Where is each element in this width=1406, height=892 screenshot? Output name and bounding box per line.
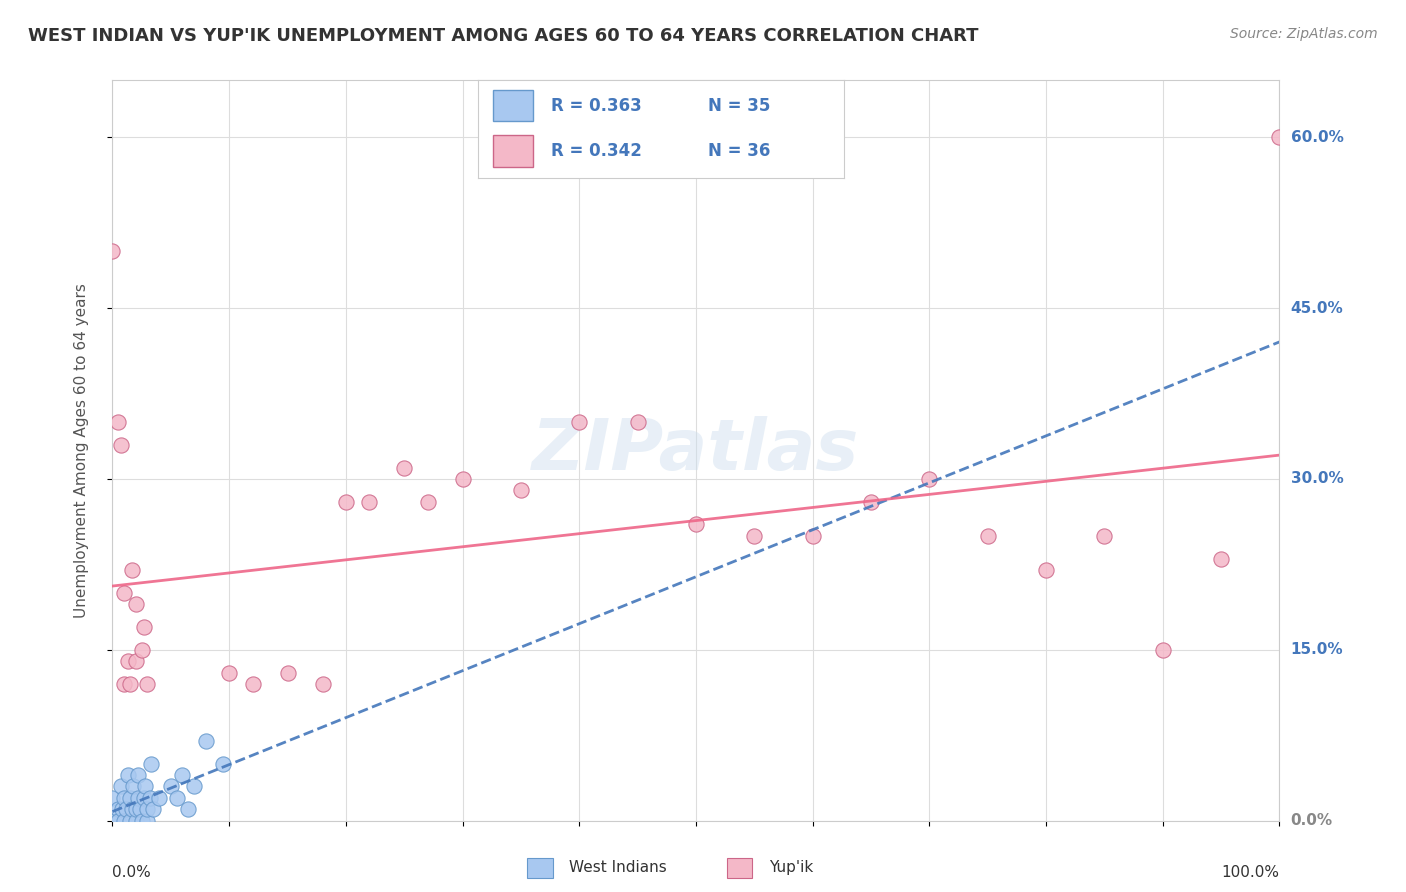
Point — [132, 620, 155, 634]
Point — [117, 654, 139, 668]
Point — [744, 529, 766, 543]
Point — [110, 438, 132, 452]
Text: 45.0%: 45.0% — [1291, 301, 1343, 316]
Text: Source: ZipAtlas.com: Source: ZipAtlas.com — [1230, 27, 1378, 41]
Point — [112, 677, 135, 691]
Point — [394, 460, 416, 475]
Point — [101, 790, 124, 805]
Point — [568, 415, 591, 429]
Point — [136, 677, 159, 691]
Point — [1035, 563, 1057, 577]
Point — [136, 814, 159, 828]
Text: 30.0%: 30.0% — [1291, 472, 1343, 486]
Point — [276, 665, 298, 680]
Point — [112, 586, 135, 600]
Point — [132, 790, 155, 805]
Point — [218, 665, 240, 680]
Point — [335, 494, 357, 508]
Point — [1094, 529, 1116, 543]
Point — [160, 780, 183, 794]
Text: WEST INDIAN VS YUP'IK UNEMPLOYMENT AMONG AGES 60 TO 64 YEARS CORRELATION CHART: WEST INDIAN VS YUP'IK UNEMPLOYMENT AMONG… — [28, 27, 979, 45]
Point — [134, 780, 156, 794]
Point — [183, 780, 205, 794]
Point — [127, 790, 149, 805]
Text: West Indians: West Indians — [569, 861, 668, 875]
Point — [117, 768, 139, 782]
Text: 0.0%: 0.0% — [112, 865, 152, 880]
Point — [801, 529, 824, 543]
Text: N = 35: N = 35 — [709, 97, 770, 115]
Point — [918, 472, 941, 486]
Point — [166, 790, 188, 805]
Point — [172, 768, 194, 782]
Point — [131, 814, 153, 828]
Point — [860, 494, 883, 508]
Point — [194, 734, 217, 748]
Text: 0.0%: 0.0% — [1291, 814, 1333, 828]
Point — [118, 677, 141, 691]
Point — [148, 790, 170, 805]
Point — [121, 802, 143, 816]
Point — [125, 802, 148, 816]
Text: 15.0%: 15.0% — [1291, 642, 1343, 657]
Point — [122, 780, 145, 794]
Point — [121, 563, 143, 577]
Point — [1268, 130, 1291, 145]
Point — [509, 483, 531, 498]
Point — [125, 597, 148, 611]
Point — [136, 802, 159, 816]
Text: 60.0%: 60.0% — [1291, 129, 1344, 145]
Point — [142, 802, 165, 816]
Point — [112, 814, 135, 828]
Point — [359, 494, 381, 508]
Point — [976, 529, 998, 543]
Text: Yup'ik: Yup'ik — [769, 861, 813, 875]
Text: N = 36: N = 36 — [709, 142, 770, 160]
Point — [107, 802, 129, 816]
Point — [125, 654, 148, 668]
Point — [139, 756, 162, 771]
Text: R = 0.342: R = 0.342 — [551, 142, 643, 160]
Point — [107, 814, 129, 828]
Point — [416, 494, 439, 508]
Point — [627, 415, 650, 429]
Point — [129, 802, 152, 816]
Point — [107, 415, 129, 429]
Point — [101, 244, 124, 259]
Point — [242, 677, 264, 691]
Point — [101, 814, 124, 828]
Point — [177, 802, 200, 816]
Point — [1209, 551, 1232, 566]
Point — [139, 790, 162, 805]
Point — [110, 780, 132, 794]
Point — [1152, 642, 1174, 657]
Point — [685, 517, 707, 532]
Point — [118, 814, 141, 828]
Point — [112, 790, 135, 805]
Point — [451, 472, 474, 486]
Point — [131, 642, 153, 657]
Point — [212, 756, 235, 771]
Point — [115, 802, 138, 816]
Point — [125, 814, 148, 828]
Point — [111, 802, 134, 816]
Text: 100.0%: 100.0% — [1222, 865, 1279, 880]
FancyBboxPatch shape — [492, 90, 533, 121]
FancyBboxPatch shape — [492, 136, 533, 167]
Point — [127, 768, 149, 782]
Point — [311, 677, 333, 691]
Text: ZIPatlas: ZIPatlas — [533, 416, 859, 485]
Point — [118, 790, 141, 805]
Y-axis label: Unemployment Among Ages 60 to 64 years: Unemployment Among Ages 60 to 64 years — [75, 283, 89, 618]
Text: R = 0.363: R = 0.363 — [551, 97, 643, 115]
